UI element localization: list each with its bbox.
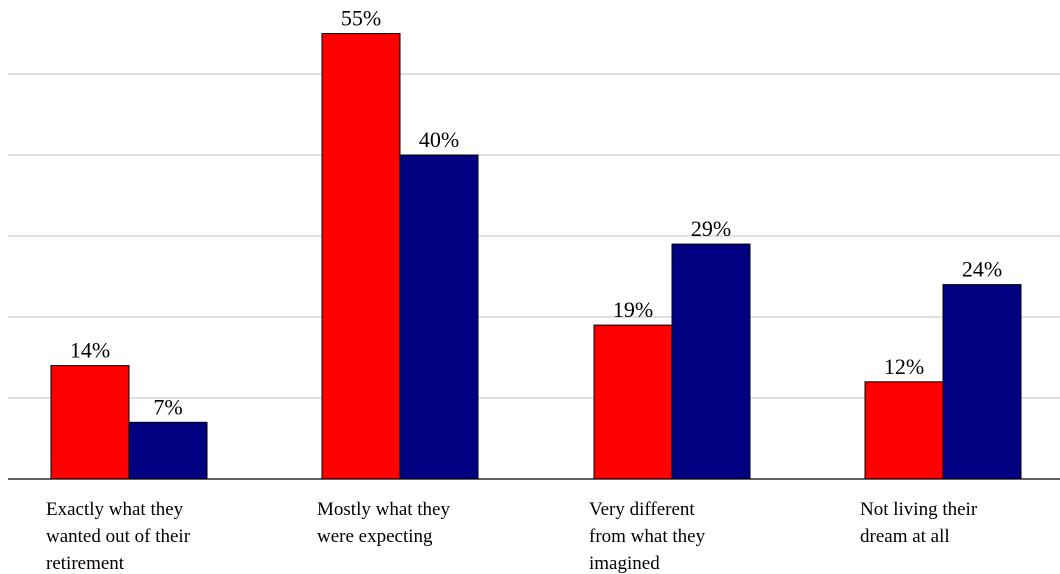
category-label-3: Very different from what they imagined (589, 499, 706, 574)
data-label-series1-cat2: 55% (341, 6, 381, 31)
category-label-4: Not living their dream at all (860, 499, 978, 547)
data-label-series2-cat1: 7% (153, 394, 182, 419)
data-label-series2-cat4: 24% (962, 257, 1002, 282)
data-label-series1-cat4: 12% (884, 354, 924, 379)
bar-series1-cat1 (50, 365, 130, 480)
bars (50, 33, 1022, 480)
data-label-series2-cat3: 29% (691, 216, 731, 241)
bar-series2-cat3 (671, 243, 751, 480)
gridlines (8, 73, 1060, 399)
bar-series1-cat3 (593, 324, 673, 480)
bar-series2-cat4 (942, 284, 1022, 480)
bar-series1-cat2 (321, 33, 401, 480)
bar-series2-cat1 (128, 421, 208, 480)
value-labels: 14% 7% 55% 40% 19% 29% 12% 24% (70, 6, 1002, 420)
data-label-series1-cat1: 14% (70, 338, 110, 363)
bar-series2-cat2 (399, 154, 479, 480)
category-label-1: Exactly what they wanted out of their reti… (46, 499, 191, 574)
data-label-series2-cat2: 40% (419, 127, 459, 152)
category-label-2: Mostly what they were expecting (317, 499, 450, 547)
category-labels: Exactly what they wanted out of their reti… (46, 499, 978, 574)
bar-series1-cat4 (864, 381, 944, 480)
data-label-series1-cat3: 19% (613, 297, 653, 322)
